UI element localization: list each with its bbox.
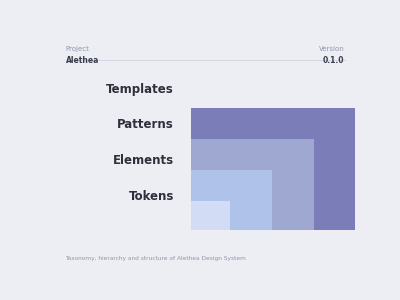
Bar [191, 108, 355, 230]
Text: Project: Project [66, 46, 89, 52]
Text: Templates: Templates [106, 82, 174, 96]
Text: Taxonomy, hierarchy and structure of Alethea Design System: Taxonomy, hierarchy and structure of Ale… [66, 256, 246, 261]
Bar [191, 139, 314, 230]
Text: 0.1.0: 0.1.0 [323, 56, 344, 64]
Bar [191, 170, 272, 230]
Text: Tokens: Tokens [129, 190, 174, 203]
Text: Alethea: Alethea [66, 56, 99, 64]
Text: Version: Version [319, 46, 344, 52]
Text: Patterns: Patterns [117, 118, 174, 131]
Text: Elements: Elements [113, 154, 174, 167]
Bar [191, 201, 230, 230]
